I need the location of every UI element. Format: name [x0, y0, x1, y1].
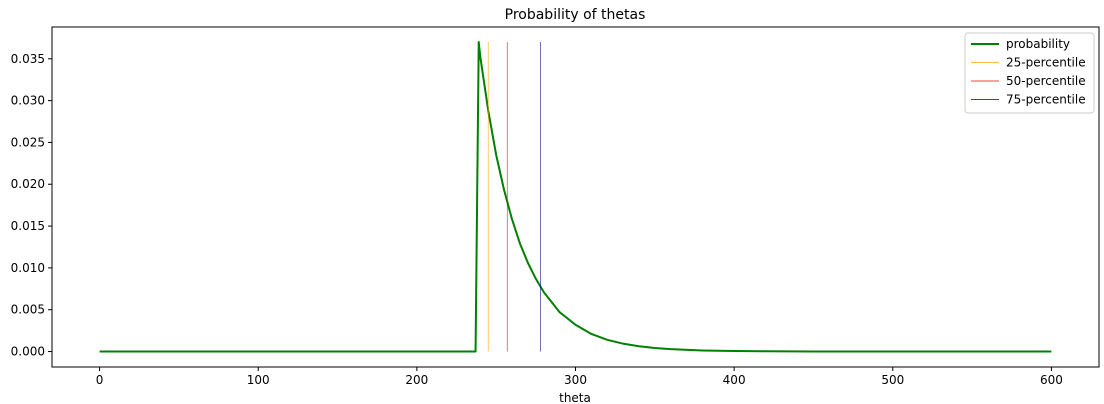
y-tick-label: 0.020 — [11, 177, 45, 191]
x-tick-label: 0 — [96, 373, 104, 387]
legend: probability 25-percentile 50-percentile 75-… — [964, 32, 1095, 114]
y-tick-label: 0.005 — [11, 303, 45, 317]
legend-label: 75-percentile — [1006, 93, 1086, 107]
legend-label: 25-percentile — [1006, 56, 1086, 70]
x-tick-label: 200 — [405, 373, 428, 387]
y-tick-label: 0.035 — [11, 52, 45, 66]
plot-frame — [51, 26, 1100, 368]
chart-title: Probability of thetas — [505, 7, 646, 23]
y-tick-label: 0.015 — [11, 219, 45, 233]
legend-box — [964, 32, 1095, 114]
y-tick-label: 0.000 — [11, 345, 45, 359]
y-tick-label: 0.025 — [11, 135, 45, 149]
series-layer — [99, 41, 1052, 353]
x-tick-label: 300 — [564, 373, 587, 387]
x-axis: 0 100 200 300 400 500 600 — [96, 367, 1063, 387]
x-axis-label: theta — [559, 391, 591, 404]
x-tick-label: 600 — [1040, 373, 1063, 387]
y-tick-label: 0.030 — [11, 94, 45, 108]
y-tick-label: 0.010 — [11, 261, 45, 275]
legend-label: probability — [1006, 37, 1070, 51]
series-line-probability — [99, 41, 1052, 353]
x-tick-label: 100 — [247, 373, 270, 387]
y-axis: 0.000 0.005 0.010 0.015 0.020 0.025 0.030 0.035 — [11, 52, 52, 359]
x-tick-label: 400 — [723, 373, 746, 387]
legend-label: 50-percentile — [1006, 74, 1086, 88]
x-tick-label: 500 — [881, 373, 904, 387]
